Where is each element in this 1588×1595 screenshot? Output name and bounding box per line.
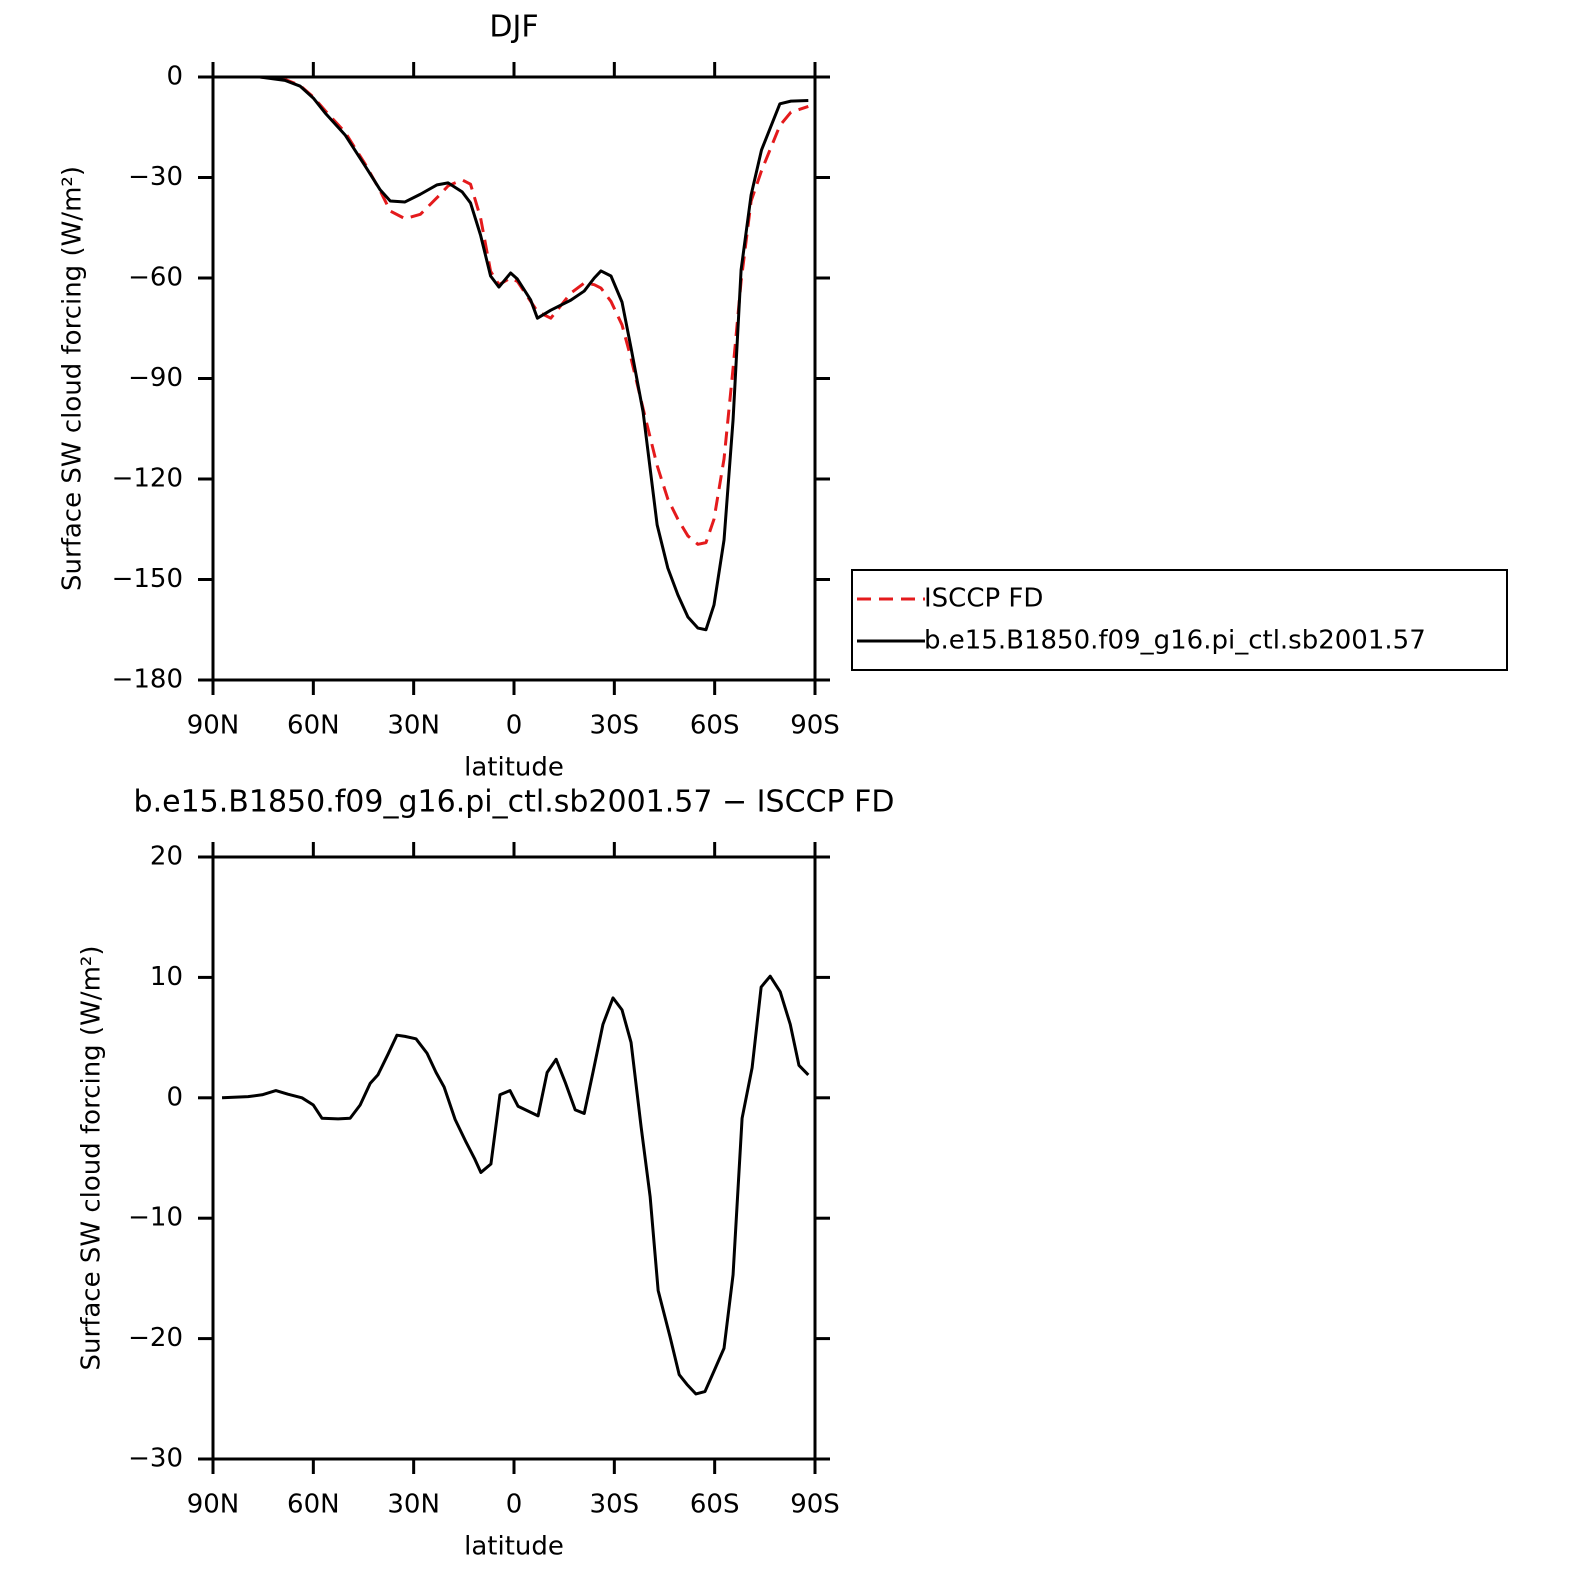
y-tick-label: −10: [128, 1203, 183, 1233]
legend-box: [851, 569, 1508, 671]
y-tick-label: 0: [166, 1082, 183, 1112]
x-tick-label: 60S: [690, 711, 740, 741]
data-line: [221, 974, 810, 1396]
y-tick-label: −150: [112, 564, 183, 594]
x-tick-label: 30S: [590, 1490, 640, 1520]
x-axis-label: latitude: [464, 1532, 564, 1562]
x-tick-label: 90N: [187, 1490, 240, 1520]
y-tick-label: −120: [112, 464, 183, 494]
x-tick-label: 60N: [287, 1490, 340, 1520]
x-tick-label: 0: [506, 1490, 523, 1520]
x-tick-label: 30N: [387, 1490, 440, 1520]
x-tick-label: 90S: [790, 711, 840, 741]
x-tick-label: 30N: [387, 711, 440, 741]
y-tick-label: 10: [150, 962, 183, 992]
data-line: [259, 75, 809, 632]
chart-title: DJF: [489, 10, 538, 45]
y-tick-label: −20: [128, 1323, 183, 1353]
y-tick-label: −180: [112, 665, 183, 695]
y-tick-label: −90: [128, 363, 183, 393]
legend-label: b.e15.B1850.f09_g16.pi_ctl.sb2001.57: [924, 626, 1426, 656]
y-tick-label: 20: [150, 842, 183, 872]
x-tick-label: 90S: [790, 1490, 840, 1520]
y-axis-label: Surface SW cloud forcing (W/m²): [77, 946, 107, 1371]
y-tick-label: −30: [128, 1444, 183, 1474]
y-tick-label: −30: [128, 162, 183, 192]
y-axis-label: Surface SW cloud forcing (W/m²): [58, 166, 88, 591]
x-tick-label: 60N: [287, 711, 340, 741]
x-tick-label: 60S: [690, 1490, 740, 1520]
x-tick-label: 0: [506, 711, 523, 741]
x-tick-label: 30S: [590, 711, 640, 741]
x-tick-label: 90N: [187, 711, 240, 741]
legend-label: ISCCP FD: [924, 584, 1043, 614]
y-tick-label: 0: [166, 62, 183, 92]
plot-frame: [211, 75, 817, 682]
chart-title: b.e15.B1850.f09_g16.pi_ctl.sb2001.57 − I…: [134, 785, 895, 820]
x-axis-label: latitude: [464, 753, 564, 783]
plot-frame: [211, 855, 817, 1461]
y-tick-label: −60: [128, 263, 183, 293]
